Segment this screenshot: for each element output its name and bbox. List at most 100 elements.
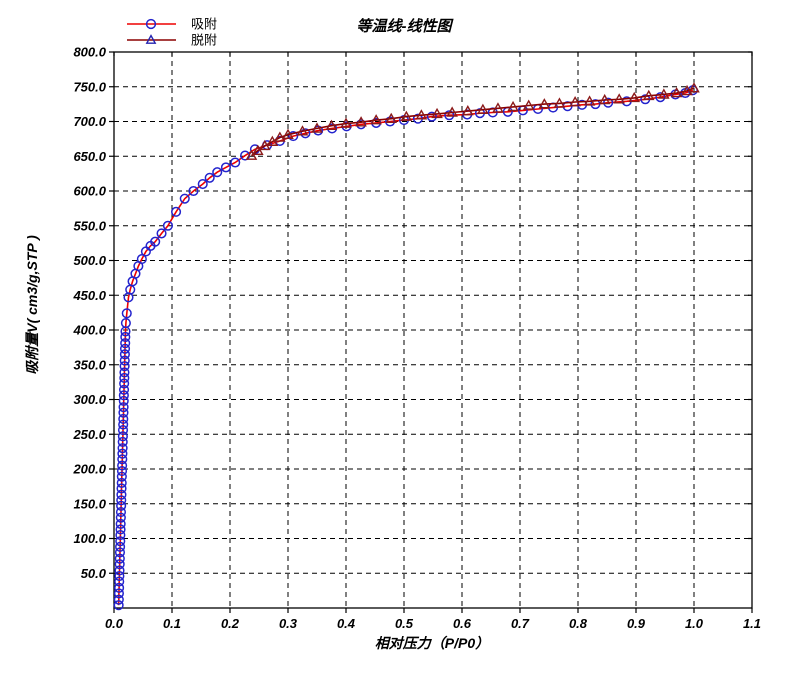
adsorption-point-marker — [116, 489, 127, 500]
desorption-point-marker — [282, 128, 294, 140]
adsorption-point-marker — [120, 338, 131, 349]
desorption-point-marker — [613, 93, 625, 104]
x-tick-label: 0.4 — [337, 616, 356, 631]
adsorption-point-marker — [118, 407, 129, 418]
desorption-point-marker — [583, 95, 596, 106]
adsorption-point-marker — [288, 131, 299, 142]
adsorption-point-marker — [114, 576, 125, 587]
desorption-point-marker — [252, 144, 264, 155]
triangle-marker-icon — [145, 34, 157, 44]
adsorption-point-marker — [212, 167, 223, 178]
adsorption-point-marker — [113, 600, 124, 611]
adsorption-point-marker — [119, 372, 130, 384]
desorption-point-marker — [681, 84, 693, 96]
adsorption-point-marker — [114, 547, 126, 558]
x-tick-label: 0.3 — [279, 616, 298, 631]
adsorption-point-marker — [119, 367, 130, 378]
legend-item-desorption: 脱附 — [127, 33, 217, 48]
adsorption-point-marker — [115, 536, 126, 547]
adsorption-point-marker — [162, 220, 173, 231]
adsorption-point-marker — [230, 157, 241, 168]
adsorption-point-marker — [118, 384, 130, 395]
desorption-point-marker — [400, 110, 413, 121]
y-tick-label: 300.0 — [73, 392, 106, 407]
adsorption-point-marker — [116, 495, 127, 506]
desorption-point-marker — [355, 116, 367, 127]
y-tick-label: 700.0 — [73, 114, 106, 129]
adsorption-point-marker — [197, 179, 208, 190]
adsorption-point-marker — [114, 553, 125, 564]
y-tick-label: 800.0 — [73, 45, 106, 60]
adsorption-point-marker — [117, 443, 128, 454]
desorption-point-marker — [598, 93, 611, 105]
adsorption-point-marker — [115, 512, 126, 523]
desorption-point-marker — [522, 99, 535, 110]
desorption-point-marker — [670, 86, 683, 98]
desorption-point-marker — [296, 125, 309, 136]
y-tick-label: 500.0 — [73, 253, 106, 268]
adsorption-point-marker — [115, 541, 126, 552]
chart-title: 等温线-线性图 — [357, 17, 455, 35]
adsorption-point-marker — [116, 483, 127, 494]
adsorption-point-marker — [119, 343, 131, 354]
desorption-point-marker — [431, 107, 443, 119]
y-tick-label: 200.0 — [72, 462, 106, 477]
adsorption-point-marker — [179, 193, 190, 204]
adsorption-point-marker — [444, 110, 455, 121]
adsorption-point-marker — [117, 460, 128, 471]
desorption-point-marker — [266, 135, 279, 146]
adsorption-point-marker — [116, 466, 128, 477]
adsorption-point-marker — [115, 529, 126, 541]
y-tick-label: 350.0 — [73, 357, 106, 372]
desorption-point-marker — [370, 114, 382, 125]
y-tick-label: 50.0 — [81, 566, 107, 581]
adsorption-point-marker — [113, 588, 124, 599]
legend-label-adsorption: 吸附 — [191, 17, 217, 32]
adsorption-point-marker — [119, 355, 130, 366]
adsorption-point-marker — [117, 448, 128, 459]
desorption-point-marker — [642, 89, 655, 101]
desorption-point-marker — [385, 112, 398, 124]
desorption-point-marker — [245, 149, 258, 160]
grid-layer — [114, 52, 752, 608]
y-tick-label: 450.0 — [72, 288, 106, 303]
adsorption-point-marker — [426, 111, 437, 122]
adsorption-point-marker — [117, 454, 128, 465]
x-tick-label: 0.9 — [627, 616, 646, 631]
adsorption-point-marker — [114, 559, 125, 570]
adsorption-point-marker — [188, 185, 199, 197]
x-tick-label: 1.0 — [685, 616, 704, 631]
adsorption-point-marker — [114, 582, 125, 593]
x-tick-label: 0.0 — [105, 616, 124, 631]
adsorption-point-marker — [116, 477, 127, 488]
adsorption-point-marker — [114, 570, 125, 582]
adsorption-point-marker — [115, 524, 126, 535]
adsorption-point-marker — [119, 349, 130, 360]
adsorption-point-marker — [300, 128, 311, 139]
adsorption-point-marker — [118, 419, 129, 430]
x-tick-label: 0.7 — [511, 616, 530, 631]
x-tick-label: 0.8 — [569, 616, 588, 631]
desorption-point-marker — [325, 119, 338, 130]
desorption-point-marker — [477, 103, 489, 114]
desorption-point-marker — [415, 109, 428, 120]
desorption-point-marker — [658, 88, 670, 99]
y-tick-label: 750.0 — [73, 79, 106, 94]
tick-layer — [109, 51, 753, 613]
x-tick-label: 1.1 — [743, 616, 761, 631]
adsorption-point-marker — [114, 565, 125, 576]
legend-item-adsorption: 吸附 — [127, 17, 217, 32]
y-tick-label: 100.0 — [73, 531, 106, 546]
desorption-series-line — [251, 87, 695, 157]
adsorption-point-marker — [116, 500, 127, 511]
adsorption-point-marker — [603, 97, 614, 108]
adsorption-point-marker — [115, 507, 127, 518]
adsorption-point-marker — [118, 413, 129, 425]
legend: 吸附 脱附 — [127, 17, 217, 48]
desorption-point-marker — [311, 122, 323, 133]
desorption-point-marker — [688, 82, 700, 93]
desorption-point-marker — [462, 105, 474, 116]
adsorption-point-marker — [115, 518, 126, 529]
adsorption-point-marker — [117, 436, 128, 447]
